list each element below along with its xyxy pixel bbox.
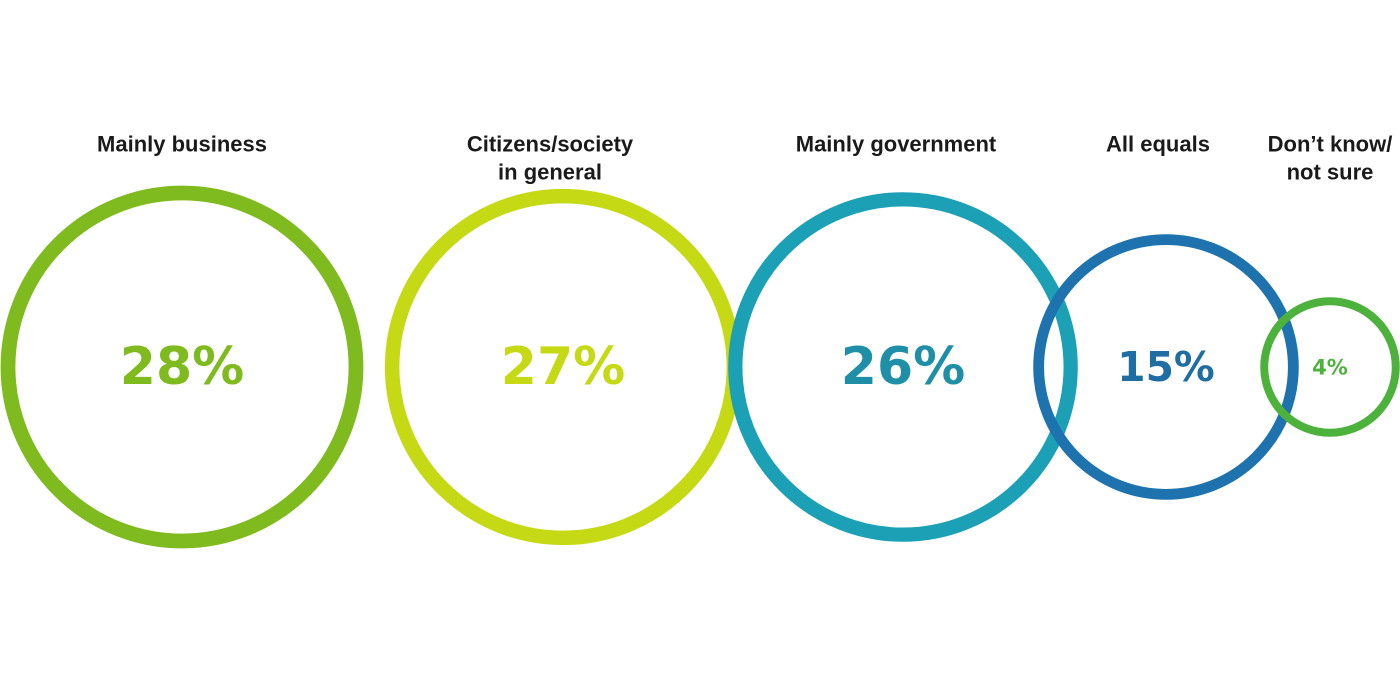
bubble-ring bbox=[0, 185, 364, 549]
bubble-ring bbox=[1033, 234, 1299, 500]
value-label: 28% bbox=[120, 337, 244, 397]
value-label: 15% bbox=[1117, 343, 1215, 391]
value-label: 26% bbox=[841, 337, 965, 397]
bubble-5: 4% Don’t know/not sure bbox=[1260, 132, 1400, 437]
bubble-1: 28% Mainly business bbox=[0, 132, 364, 549]
category-label: not sure bbox=[1287, 160, 1374, 185]
bubble-ring bbox=[1260, 297, 1400, 437]
bubble-4: 15% All equals bbox=[1033, 132, 1299, 500]
value-label: 4% bbox=[1312, 355, 1348, 380]
bubble-2: 27% Citizens/society in general bbox=[384, 132, 742, 546]
category-label: Don’t know/ bbox=[1268, 132, 1393, 157]
bubble-ring bbox=[728, 192, 1078, 542]
category-label: in general bbox=[498, 160, 602, 185]
category-label: Mainly business bbox=[97, 132, 267, 157]
category-label: Citizens/society bbox=[467, 132, 634, 157]
category-label: All equals bbox=[1106, 132, 1210, 157]
category-label: Mainly government bbox=[796, 132, 997, 157]
bubble-3: 26% Mainly government bbox=[728, 132, 1078, 542]
value-label: 27% bbox=[501, 337, 625, 397]
